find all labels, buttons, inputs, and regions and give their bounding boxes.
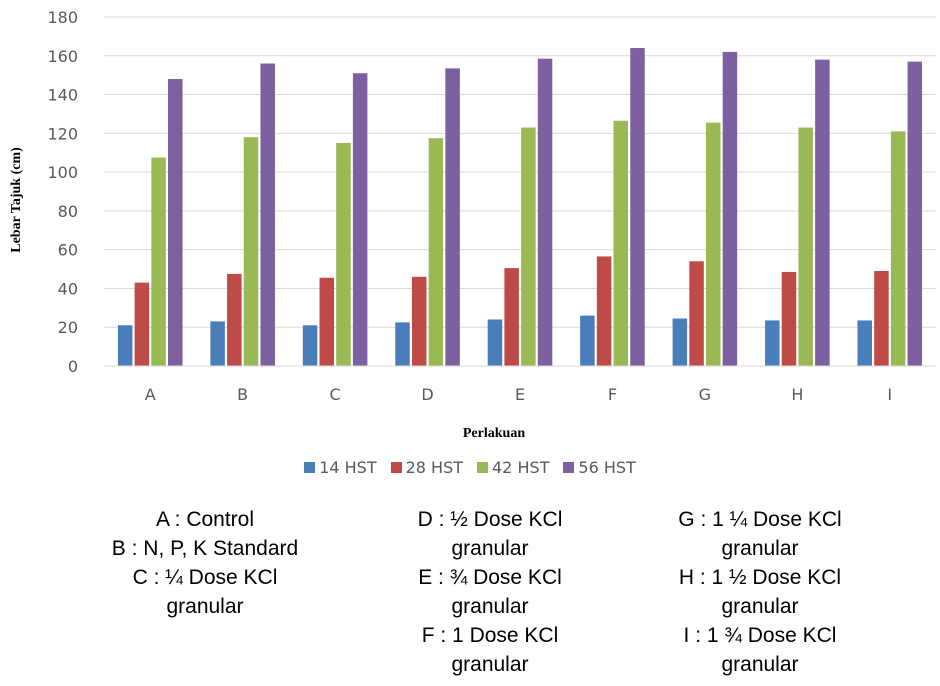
note-line: F : 1 Dose KCl [421, 624, 559, 647]
bar-D-14-hst [395, 322, 410, 366]
x-tick-label: H [791, 385, 803, 404]
legend-item: 28 HST [390, 458, 463, 477]
bar-A-56-hst [168, 79, 183, 367]
y-tick-label: 100 [47, 163, 78, 182]
bar-I-14-hst [857, 320, 872, 366]
bar-C-42-hst [336, 143, 351, 366]
bar-E-42-hst [521, 127, 536, 367]
legend-swatch [477, 462, 488, 473]
x-tick-label: F [608, 385, 617, 404]
legend-swatch [304, 462, 316, 473]
bar-C-56-hst [352, 73, 368, 366]
bar-G-42-hst [705, 122, 721, 367]
legend-label: 28 HST [405, 458, 463, 477]
x-tick-label: G [699, 385, 711, 404]
x-tick-label: B [237, 385, 248, 404]
note-line: C : ¼ Dose KCl [132, 566, 278, 589]
bar-A-42-hst [151, 157, 166, 366]
gridlines [104, 16, 936, 328]
legend-swatch [390, 462, 402, 473]
y-tick-label: 180 [47, 8, 78, 27]
bar-H-56-hst [815, 59, 830, 367]
x-tick-label: I [887, 385, 892, 404]
notes-column-3: G : 1 ¼ Dose KCl granular H : 1 ½ Dose K… [645, 505, 875, 679]
x-tick-label: E [515, 385, 525, 404]
note-line: A : Control [155, 508, 255, 531]
note-line: granular [166, 595, 244, 618]
y-tick-label: 0 [68, 357, 78, 376]
x-tick-label: C [330, 385, 341, 404]
bar-F-56-hst [630, 48, 645, 367]
y-axis-ticks: 0 20 40 60 80 100 120 140 160 180 [47, 8, 78, 376]
note-line: granular [721, 595, 799, 618]
legend: 14 HST 28 HST 42 HST 56 HST [0, 458, 940, 477]
bar-F-14-hst [580, 315, 595, 366]
bar-G-28-hst [689, 261, 704, 366]
bar-B-42-hst [243, 137, 259, 366]
x-axis-ticks: A B C D E F G H I [145, 385, 892, 404]
bar-B-14-hst [210, 321, 225, 366]
legend-label: 14 HST [319, 458, 377, 477]
legend-item: 14 HST [304, 458, 377, 477]
note-line: D : ½ Dose KCl [417, 508, 563, 531]
y-tick-label: 20 [58, 318, 78, 337]
x-tick-label: A [145, 385, 156, 404]
bar-H-42-hst [798, 127, 813, 367]
bar-D-28-hst [411, 276, 427, 366]
y-axis-title: Lebar Tajuk (cm) [9, 147, 24, 253]
bar-E-28-hst [504, 268, 519, 366]
note-line: granular [721, 653, 799, 676]
y-tick-label: 140 [47, 86, 78, 105]
bar-A-28-hst [134, 282, 150, 366]
bar-C-14-hst [302, 325, 318, 366]
bar-H-28-hst [781, 271, 797, 366]
bar-G-14-hst [672, 318, 688, 366]
legend-swatch [563, 462, 575, 473]
note-line: B : N, P, K Standard [111, 537, 299, 560]
bar-I-42-hst [890, 131, 906, 366]
note-line: granular [451, 537, 529, 560]
bar-I-56-hst [907, 61, 923, 366]
x-axis-title: Perlakuan [463, 426, 525, 441]
note-line: granular [451, 653, 529, 676]
legend-label: 42 HST [492, 458, 550, 477]
note-line: G : 1 ¼ Dose KCl [678, 508, 842, 531]
bar-B-28-hst [227, 273, 242, 366]
note-line: H : 1 ½ Dose KCl [678, 566, 842, 589]
bar-A-14-hst [117, 325, 133, 366]
y-tick-label: 40 [58, 279, 78, 298]
notes-column-2: D : ½ Dose KCl granular E : ¾ Dose KCl g… [385, 505, 595, 679]
legend-item: 42 HST [477, 458, 549, 477]
bar-I-28-hst [874, 270, 889, 366]
note-line: granular [721, 537, 799, 560]
bar-F-42-hst [613, 120, 629, 366]
bar-H-14-hst [765, 320, 780, 366]
bar-F-28-hst [596, 256, 612, 366]
note-line: granular [451, 595, 529, 618]
bars [117, 48, 923, 367]
bar-C-28-hst [319, 277, 335, 366]
y-tick-label: 60 [58, 241, 78, 260]
y-tick-label: 120 [47, 124, 78, 143]
x-tick-label: D [421, 385, 433, 404]
note-line: I : 1 ¾ Dose KCl [683, 624, 837, 647]
bar-D-42-hst [428, 138, 444, 366]
legend-label: 56 HST [578, 458, 636, 477]
bar-B-56-hst [260, 63, 275, 367]
y-tick-label: 160 [47, 47, 78, 66]
bar-chart: 0 20 40 60 80 100 120 140 160 180 A B C D E F G H I Lebar… [9, 8, 936, 441]
bar-E-56-hst [537, 58, 553, 367]
notes-column-1: A : Control B : N, P, K Standard C : ¼ D… [80, 505, 330, 621]
note-line: E : ¾ Dose KCl [418, 566, 562, 589]
bar-D-56-hst [445, 68, 460, 366]
y-tick-label: 80 [58, 202, 78, 221]
bar-G-56-hst [722, 51, 738, 367]
legend-item: 56 HST [563, 458, 636, 477]
bar-E-14-hst [487, 319, 503, 366]
